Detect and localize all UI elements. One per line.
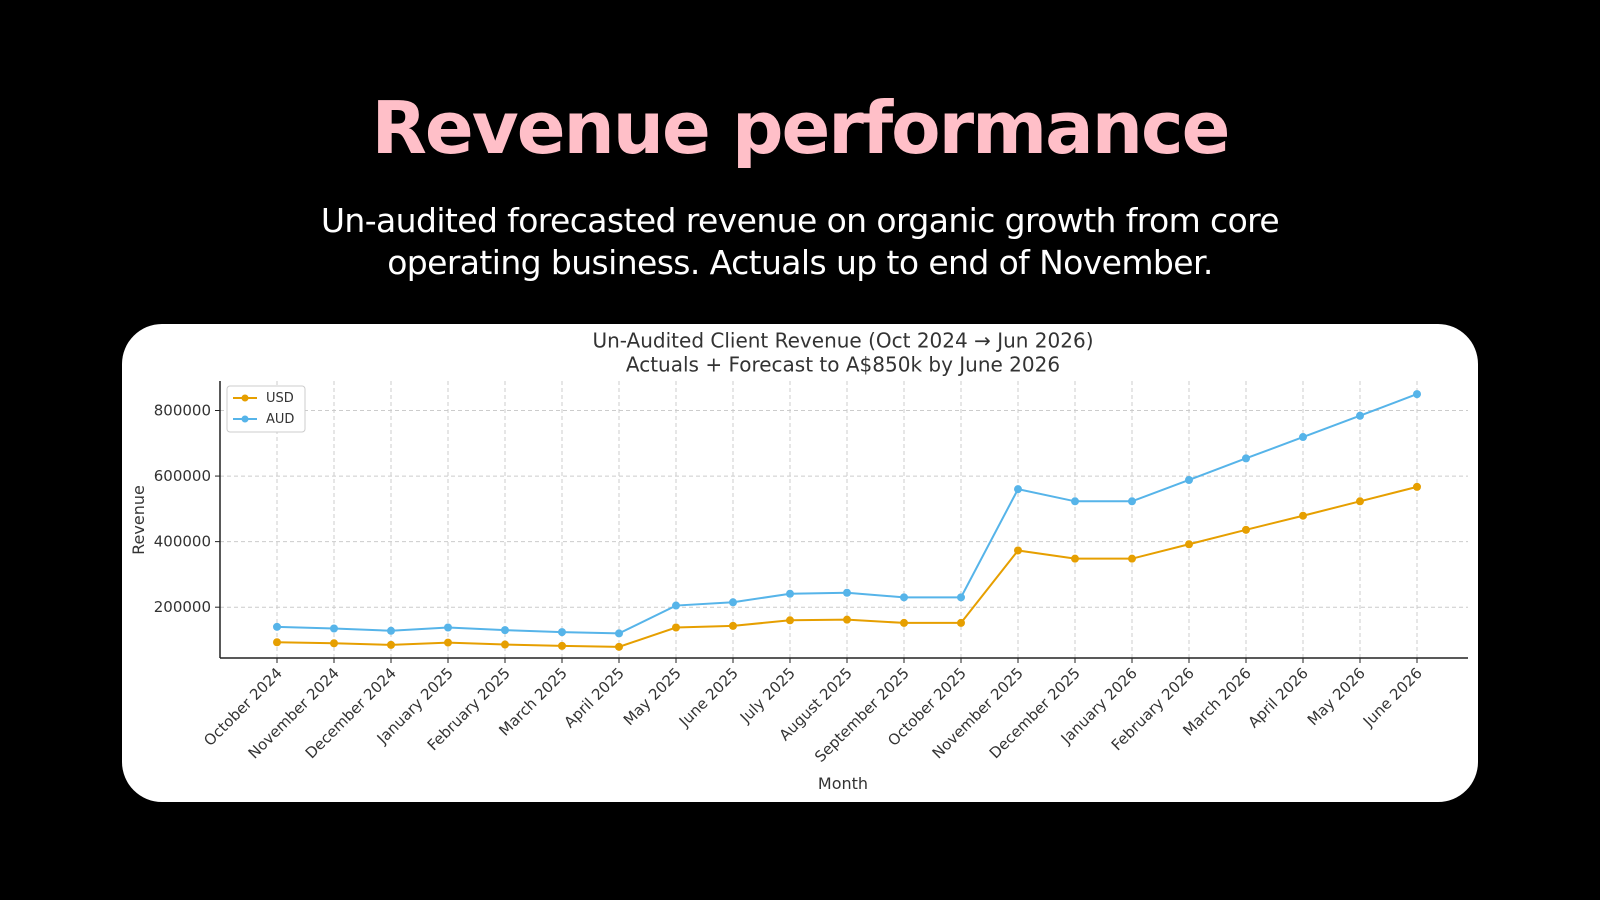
data-point-aud: [729, 598, 737, 607]
data-point-aud: [786, 589, 794, 598]
data-point-aud: [1071, 497, 1079, 506]
subtitle-line-1: Un-audited forecasted revenue on organic…: [320, 201, 1280, 240]
data-point-aud: [1242, 454, 1250, 463]
data-point-usd: [273, 638, 281, 647]
data-point-usd: [786, 616, 794, 625]
revenue-line-chart: Un-Audited Client Revenue (Oct 2024 → Ju…: [129, 329, 1468, 793]
data-point-usd: [444, 638, 452, 647]
data-point-aud: [273, 622, 281, 631]
data-point-usd: [501, 640, 509, 649]
y-tick-labels: 200000 400000 600000 800000: [154, 402, 220, 616]
data-point-aud: [1356, 411, 1364, 420]
y-axis-label: Revenue: [129, 485, 148, 555]
x-tick-label: June 2026: [1359, 664, 1426, 731]
chart-card: Un-Audited Client Revenue (Oct 2024 → Ju…: [122, 324, 1478, 802]
data-point-usd: [957, 618, 965, 627]
y-tick-label: 200000: [154, 598, 211, 616]
data-point-usd: [672, 623, 680, 632]
chart-title-line-2: Actuals + Forecast to A$850k by June 202…: [626, 353, 1060, 377]
data-point-aud: [330, 624, 338, 633]
slide-title: Revenue performance: [371, 86, 1230, 170]
data-point-usd: [729, 621, 737, 630]
grid-lines: [220, 381, 1468, 658]
data-point-usd: [615, 642, 623, 651]
x-tick-label: May 2026: [1304, 664, 1369, 729]
legend-marker-usd: [241, 394, 249, 402]
data-point-aud: [1185, 475, 1193, 484]
x-tick-label: May 2025: [620, 664, 685, 729]
data-point-usd: [387, 640, 395, 649]
x-tick-label: September 2025: [811, 664, 913, 766]
data-point-aud: [1299, 433, 1307, 442]
data-point-usd: [1014, 546, 1022, 555]
subtitle-line-2: operating business. Actuals up to end of…: [387, 243, 1213, 282]
slide-subtitle: Un-audited forecasted revenue on organic…: [250, 200, 1350, 284]
data-point-usd: [1413, 482, 1421, 491]
data-point-aud: [615, 629, 623, 638]
data-point-aud: [843, 588, 851, 597]
legend-label-usd: USD: [266, 391, 294, 406]
y-tick-label: 800000: [154, 402, 211, 420]
x-tick-label: April 2026: [1244, 664, 1311, 731]
data-point-aud: [957, 593, 965, 602]
data-point-aud: [1014, 485, 1022, 494]
data-point-usd: [1299, 511, 1307, 520]
data-point-usd: [330, 639, 338, 648]
data-point-aud: [558, 628, 566, 637]
data-point-aud: [444, 623, 452, 632]
data-point-aud: [900, 593, 908, 602]
series-lines: [273, 390, 1421, 651]
data-point-usd: [1128, 554, 1136, 563]
data-point-aud: [387, 626, 395, 635]
data-point-aud: [1128, 497, 1136, 506]
data-point-usd: [843, 615, 851, 624]
data-point-usd: [1185, 540, 1193, 549]
x-tick-label: June 2025: [675, 664, 742, 731]
data-point-usd: [1242, 525, 1250, 534]
data-point-aud: [1413, 390, 1421, 399]
legend-label-aud: AUD: [266, 412, 294, 427]
data-point-usd: [1071, 554, 1079, 563]
y-tick-label: 600000: [154, 467, 211, 485]
y-tick-label: 400000: [154, 533, 211, 551]
data-point-usd: [900, 618, 908, 627]
x-tick-label: April 2025: [560, 664, 627, 731]
data-point-aud: [501, 626, 509, 635]
legend-marker-aud: [241, 415, 249, 423]
x-axis-label: Month: [818, 774, 868, 793]
data-point-usd: [558, 641, 566, 650]
data-point-aud: [672, 601, 680, 610]
data-point-usd: [1356, 497, 1364, 506]
chart-title-line-1: Un-Audited Client Revenue (Oct 2024 → Ju…: [592, 329, 1093, 353]
legend: USD AUD: [226, 385, 306, 433]
